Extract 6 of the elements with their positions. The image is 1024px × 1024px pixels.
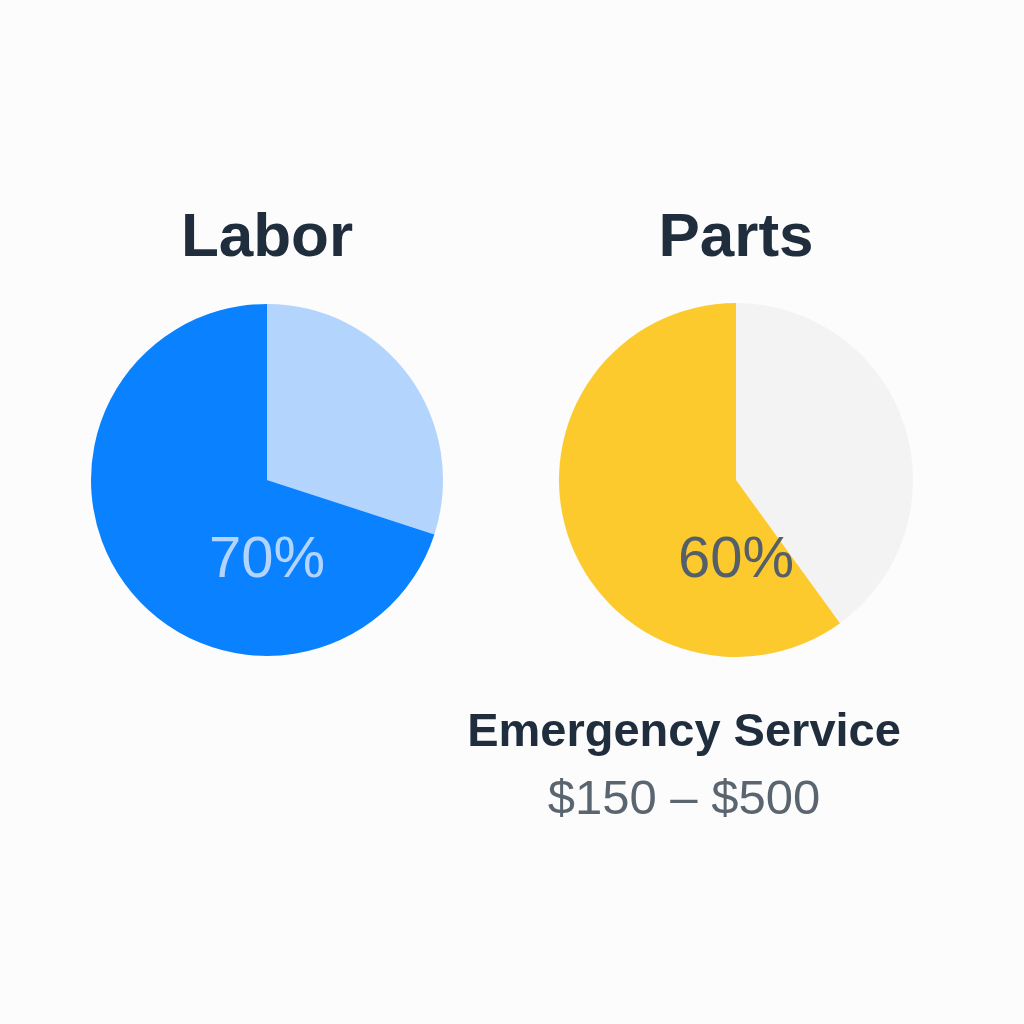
chart-title: Labor xyxy=(179,199,355,271)
chart-title: Parts xyxy=(657,199,815,271)
data-label: 60% xyxy=(677,524,795,590)
text: $150 – $500 xyxy=(546,769,822,826)
data-label: 70% xyxy=(208,523,326,589)
text: Emergency Service xyxy=(466,702,902,758)
